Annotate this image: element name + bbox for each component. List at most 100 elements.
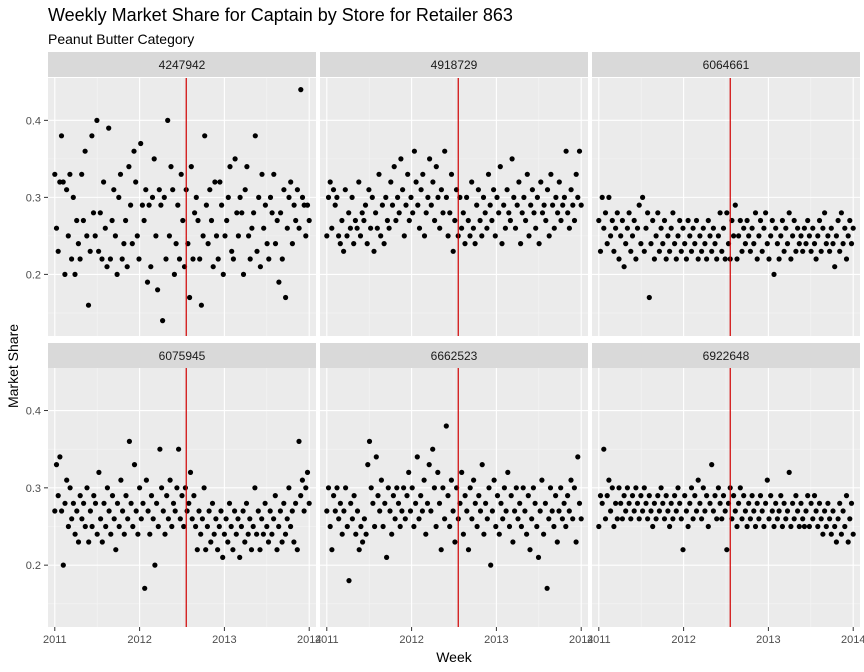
data-point: [179, 493, 185, 499]
data-point: [529, 516, 535, 522]
data-point: [67, 485, 73, 491]
y-axis-title: Market Share: [5, 324, 21, 408]
data-point: [469, 516, 475, 522]
data-point: [678, 516, 684, 522]
data-point: [191, 493, 197, 499]
data-point: [524, 531, 530, 537]
data-point: [828, 531, 834, 537]
data-point: [411, 148, 417, 154]
data-point: [732, 202, 738, 208]
data-point: [271, 171, 277, 177]
data-point: [504, 187, 510, 193]
data-point: [74, 508, 80, 514]
data-point: [571, 217, 578, 224]
data-point: [643, 225, 649, 231]
data-point: [571, 485, 578, 491]
data-point: [842, 225, 848, 231]
data-point: [534, 523, 540, 530]
data-point: [505, 469, 511, 475]
data-point: [154, 500, 160, 506]
data-point: [636, 516, 642, 522]
data-point: [58, 133, 65, 139]
data-point: [197, 256, 203, 262]
data-point: [228, 523, 234, 530]
data-point: [714, 516, 720, 522]
data-point: [155, 287, 161, 293]
data-point: [175, 202, 181, 208]
data-point: [205, 241, 211, 247]
data-point: [470, 225, 476, 231]
data-point: [638, 493, 644, 499]
data-point: [786, 469, 792, 475]
data-point: [274, 547, 280, 553]
data-point: [833, 539, 840, 545]
data-point: [491, 187, 497, 193]
data-point: [416, 225, 423, 231]
data-point: [717, 500, 723, 506]
data-point: [433, 523, 439, 530]
data-point: [141, 217, 147, 224]
data-point: [148, 493, 155, 499]
data-point: [519, 210, 525, 216]
data-point: [512, 225, 519, 231]
data-point: [262, 202, 268, 208]
data-point: [811, 241, 818, 247]
data-point: [238, 523, 244, 530]
data-point: [643, 500, 649, 506]
data-point: [133, 508, 139, 514]
data-point: [833, 233, 840, 239]
data-point: [282, 531, 289, 537]
data-point: [472, 241, 478, 247]
data-point: [633, 256, 639, 262]
data-point: [634, 225, 641, 231]
data-point: [176, 256, 183, 262]
data-point: [388, 179, 394, 185]
data-point: [769, 217, 775, 224]
data-point: [194, 547, 200, 553]
data-point: [397, 523, 403, 530]
data-point: [506, 210, 512, 216]
data-point: [614, 210, 620, 216]
data-point: [693, 217, 700, 224]
data-point: [208, 217, 215, 224]
data-point: [301, 508, 307, 514]
data-point: [801, 523, 808, 530]
data-point: [818, 516, 824, 522]
data-point: [395, 500, 402, 506]
data-point: [559, 516, 566, 522]
data-point: [86, 539, 92, 545]
data-point: [303, 233, 309, 239]
facet-6662523-strip: [320, 343, 588, 368]
data-point: [542, 500, 549, 506]
data-point: [709, 248, 715, 254]
data-point: [445, 493, 451, 499]
data-point: [227, 164, 233, 170]
data-point: [99, 539, 105, 545]
data-point: [274, 217, 280, 224]
data-point: [487, 202, 493, 208]
data-point: [79, 516, 85, 522]
data-point: [704, 493, 710, 499]
data-point: [656, 508, 663, 514]
data-point: [178, 171, 184, 177]
data-point: [284, 516, 290, 522]
data-point: [773, 500, 779, 506]
data-point: [501, 485, 507, 491]
data-point: [84, 233, 90, 239]
data-point: [672, 493, 678, 499]
data-point: [744, 217, 750, 224]
data-point: [805, 493, 811, 499]
data-point: [190, 256, 196, 262]
data-point: [242, 539, 248, 545]
data-point: [296, 438, 302, 444]
data-point: [427, 156, 433, 162]
data-point: [237, 554, 243, 561]
data-point: [566, 225, 573, 231]
data-point: [513, 485, 519, 491]
data-point: [192, 210, 198, 216]
data-point: [776, 256, 782, 262]
data-point: [477, 217, 483, 224]
data-point: [641, 485, 647, 491]
data-point: [673, 508, 679, 514]
